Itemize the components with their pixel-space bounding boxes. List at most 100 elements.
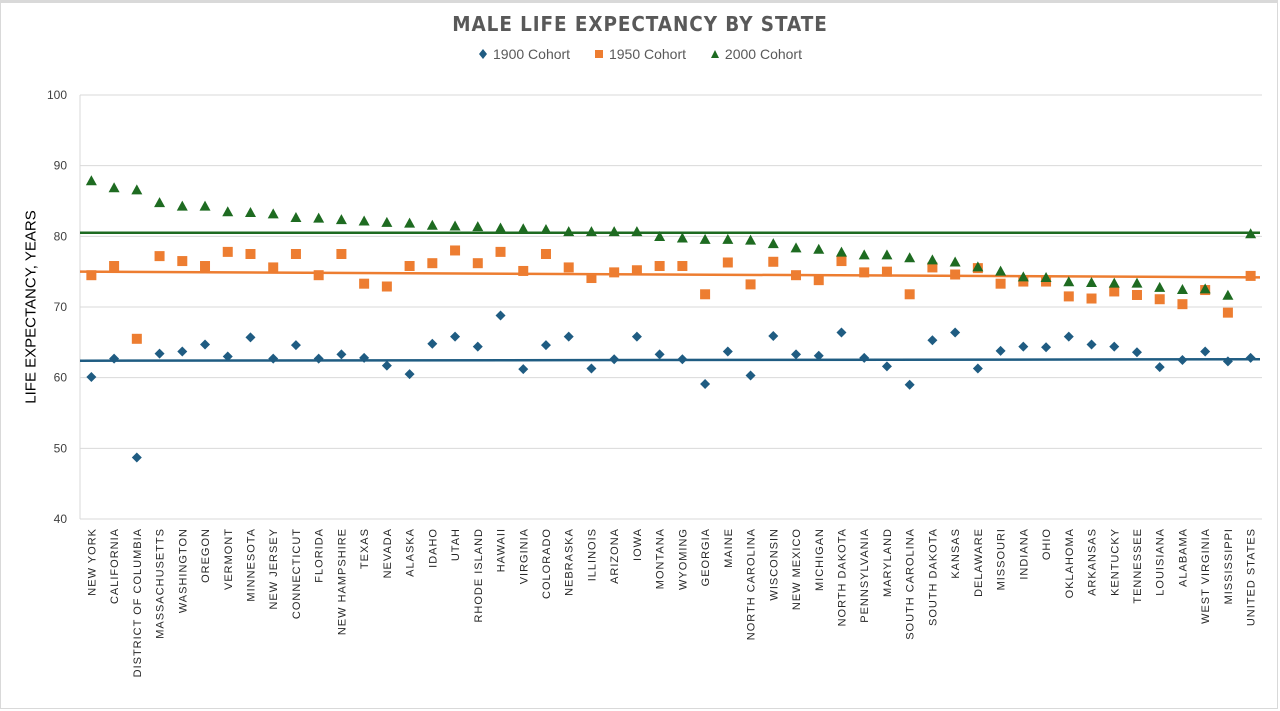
data-point-1900 xyxy=(427,338,438,349)
data-point-1950 xyxy=(927,262,938,273)
data-point-2000 xyxy=(358,215,370,226)
data-point-2000 xyxy=(585,226,597,237)
data-point-2000 xyxy=(631,226,643,237)
data-point-1900 xyxy=(1018,341,1029,352)
data-point-1950 xyxy=(768,256,779,267)
data-point-1900 xyxy=(1086,339,1097,350)
data-point-1900 xyxy=(745,370,756,381)
data-point-1950 xyxy=(1177,299,1188,310)
x-tick-label: CONNECTICUT xyxy=(291,528,303,619)
data-point-2000 xyxy=(699,233,711,244)
data-point-1900 xyxy=(1222,356,1233,367)
y-tick-label: 90 xyxy=(54,159,68,173)
data-point-2000 xyxy=(722,233,734,244)
data-point-2000 xyxy=(335,214,347,225)
x-tick-label: ALASKA xyxy=(405,528,417,577)
triangle-marker-icon xyxy=(710,50,719,58)
data-point-1900 xyxy=(995,345,1006,356)
data-point-1900 xyxy=(654,349,665,360)
data-point-1950 xyxy=(109,261,120,272)
data-point-2000 xyxy=(267,208,279,219)
x-tick-label: INDIANA xyxy=(1018,528,1030,580)
data-point-1950 xyxy=(336,249,347,259)
data-point-2000 xyxy=(495,222,507,233)
data-point-1900 xyxy=(222,351,233,362)
data-point-1950 xyxy=(813,275,824,286)
data-point-1900 xyxy=(904,379,915,390)
x-tick-label: ARKANSAS xyxy=(1087,528,1099,596)
x-tick-label: ARIZONA xyxy=(609,528,621,584)
data-point-2000 xyxy=(154,197,166,208)
data-point-1950 xyxy=(200,261,211,272)
data-point-1900 xyxy=(791,349,802,360)
x-tick-label: SOUTH DAKOTA xyxy=(927,528,939,626)
data-point-1900 xyxy=(1109,341,1120,352)
data-point-1900 xyxy=(927,335,938,346)
data-point-2000 xyxy=(1017,271,1029,282)
x-tick-label: NEW YORK xyxy=(86,528,98,596)
x-tick-label: ALABAMA xyxy=(1177,528,1189,587)
data-point-1900 xyxy=(86,371,97,382)
data-point-2000 xyxy=(85,175,97,186)
data-point-1900 xyxy=(609,354,620,365)
data-point-1950 xyxy=(1086,293,1097,304)
x-tick-label: WASHINGTON xyxy=(177,528,189,613)
data-point-1950 xyxy=(722,257,733,268)
y-tick-label: 60 xyxy=(54,371,68,385)
x-tick-label: LOUISIANA xyxy=(1155,528,1167,596)
y-tick-label: 100 xyxy=(47,88,67,102)
data-point-1950 xyxy=(1063,291,1074,302)
y-tick-label: 70 xyxy=(54,300,68,314)
data-point-1900 xyxy=(768,330,779,341)
x-tick-label: CALIFORNIA xyxy=(109,528,121,604)
data-point-1950 xyxy=(1245,270,1256,281)
data-point-1900 xyxy=(404,369,415,380)
legend-label-2000: 2000 Cohort xyxy=(724,46,802,62)
x-tick-label: VIRGINIA xyxy=(518,528,530,584)
trendline-1950 xyxy=(79,270,1261,279)
legend: 1900 Cohort 1950 Cohort 2000 Cohort xyxy=(0,46,1280,63)
data-point-2000 xyxy=(1131,277,1143,288)
x-tick-label: GEORGIA xyxy=(700,528,712,586)
data-point-1950 xyxy=(995,278,1006,289)
x-tick-label: DELAWARE xyxy=(973,528,985,597)
data-point-1950 xyxy=(495,246,506,257)
trendline-1900 xyxy=(79,358,1261,362)
x-tick-label: OKLAHOMA xyxy=(1064,528,1076,598)
diamond-marker-icon xyxy=(479,49,488,59)
data-point-1950 xyxy=(1109,286,1120,297)
data-point-1950 xyxy=(881,266,892,277)
data-point-1950 xyxy=(950,269,961,280)
data-point-1900 xyxy=(495,310,506,321)
data-point-1900 xyxy=(177,346,188,357)
data-point-1900 xyxy=(268,353,279,364)
data-point-1950 xyxy=(654,261,665,272)
data-point-1900 xyxy=(836,327,847,338)
data-point-1900 xyxy=(1177,355,1188,365)
x-tick-label: WEST VIRGINIA xyxy=(1200,528,1212,624)
x-tick-label: NORTH CAROLINA xyxy=(746,528,758,640)
data-point-2000 xyxy=(790,242,802,253)
x-tick-label: SOUTH CAROLINA xyxy=(905,528,917,640)
data-point-1900 xyxy=(563,331,574,342)
data-point-1900 xyxy=(154,348,165,359)
x-tick-label: VERMONT xyxy=(223,528,235,590)
data-point-1900 xyxy=(813,350,824,361)
data-point-1950 xyxy=(245,249,256,259)
data-point-1950 xyxy=(791,270,802,281)
data-point-1950 xyxy=(450,245,461,256)
data-point-1950 xyxy=(268,262,279,273)
data-point-1950 xyxy=(859,267,870,278)
data-point-2000 xyxy=(381,216,393,227)
data-point-1900 xyxy=(1131,347,1142,358)
data-point-2000 xyxy=(1222,289,1234,300)
data-point-2000 xyxy=(654,231,666,242)
data-point-1900 xyxy=(722,346,733,357)
data-point-2000 xyxy=(176,200,188,211)
data-point-2000 xyxy=(449,220,461,231)
data-point-1950 xyxy=(290,249,301,259)
data-point-2000 xyxy=(199,200,211,211)
data-point-1950 xyxy=(745,279,756,290)
data-point-2000 xyxy=(131,184,143,195)
